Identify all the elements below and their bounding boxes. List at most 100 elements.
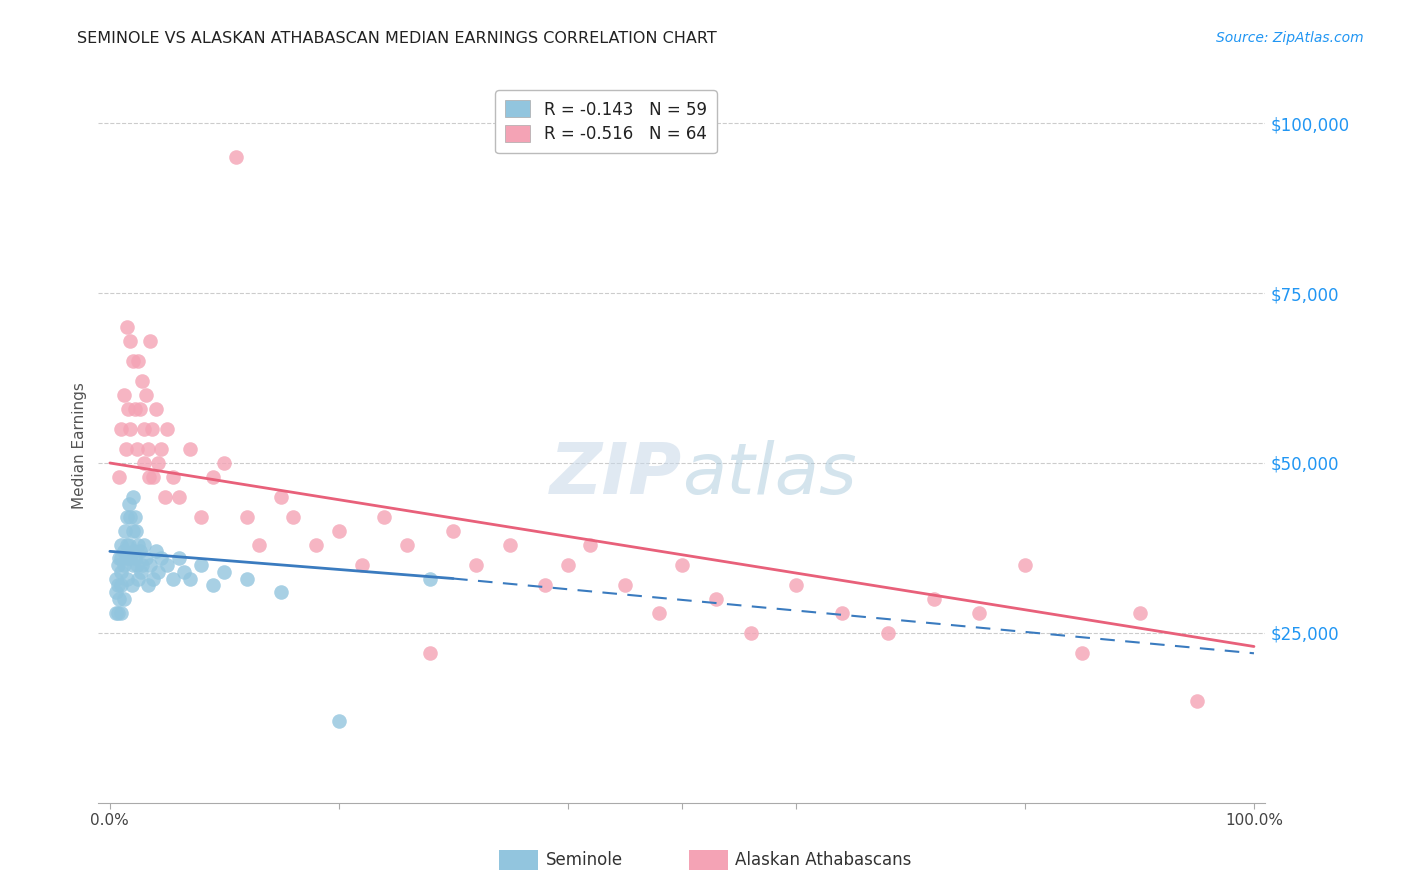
Point (108, 551, 131, 566)
Point (373, 510, 395, 524)
Point (110, 537, 132, 551)
Text: atlas: atlas (682, 440, 856, 509)
Legend: R = -0.143   N = 59, R = -0.516   N = 64: R = -0.143 N = 59, R = -0.516 N = 64 (495, 90, 717, 153)
Point (121, 354, 143, 368)
Point (201, 469, 224, 483)
Point (124, 551, 146, 566)
Point (134, 537, 156, 551)
Point (270, 490, 292, 504)
Point (350, 558, 373, 572)
Point (104, 606, 127, 620)
Text: Source: ZipAtlas.com: Source: ZipAtlas.com (1216, 31, 1364, 45)
Point (247, 537, 270, 551)
Point (125, 524, 148, 538)
Point (156, 558, 179, 572)
Point (328, 714, 350, 729)
Point (127, 537, 149, 551)
Point (201, 578, 224, 592)
Point (236, 510, 259, 524)
Point (108, 469, 131, 483)
Point (127, 442, 149, 457)
Point (121, 490, 143, 504)
Point (441, 524, 464, 538)
Point (533, 578, 555, 592)
Point (167, 490, 190, 504)
Point (1071, 646, 1094, 660)
Point (118, 537, 141, 551)
Point (112, 388, 135, 402)
Point (190, 510, 212, 524)
Point (115, 537, 138, 551)
Point (179, 572, 201, 586)
Point (136, 442, 159, 457)
Point (396, 537, 419, 551)
Point (120, 510, 142, 524)
Point (129, 565, 152, 579)
Point (648, 606, 671, 620)
Point (141, 422, 163, 436)
Point (136, 578, 159, 592)
Point (104, 572, 127, 586)
Point (876, 626, 898, 640)
Point (419, 572, 441, 586)
Point (127, 572, 149, 586)
Point (145, 401, 167, 416)
Point (190, 558, 212, 572)
Point (107, 578, 129, 592)
Point (922, 591, 945, 606)
Point (162, 572, 184, 586)
Point (499, 537, 522, 551)
Point (127, 354, 149, 368)
Point (110, 578, 132, 592)
Point (115, 572, 138, 586)
Point (107, 606, 129, 620)
Point (613, 578, 636, 592)
Point (121, 578, 143, 592)
Point (120, 551, 142, 566)
Point (145, 544, 167, 558)
Point (115, 442, 138, 457)
Point (179, 442, 201, 457)
Point (115, 320, 138, 334)
Point (120, 334, 142, 348)
Point (118, 497, 141, 511)
Point (124, 401, 146, 416)
Point (110, 606, 132, 620)
Point (831, 606, 853, 620)
Point (270, 585, 292, 599)
Point (162, 469, 184, 483)
Point (112, 558, 135, 572)
Point (107, 558, 129, 572)
Point (156, 422, 179, 436)
Point (115, 510, 138, 524)
Point (121, 524, 143, 538)
Point (740, 626, 762, 640)
Point (214, 565, 236, 579)
Point (115, 551, 138, 566)
Point (153, 490, 176, 504)
Point (135, 551, 157, 566)
Point (139, 334, 162, 348)
Point (785, 578, 807, 592)
Point (1185, 694, 1208, 708)
Point (281, 510, 304, 524)
Point (225, 150, 247, 164)
Point (1128, 606, 1150, 620)
Point (135, 388, 157, 402)
Point (142, 572, 165, 586)
Point (419, 646, 441, 660)
Point (150, 551, 173, 566)
Point (114, 524, 136, 538)
Point (173, 565, 195, 579)
Point (557, 558, 579, 572)
Point (704, 591, 727, 606)
Point (328, 524, 350, 538)
Point (146, 565, 169, 579)
Text: Alaskan Athabascans: Alaskan Athabascans (735, 851, 911, 869)
Point (110, 422, 132, 436)
Point (305, 537, 328, 551)
Point (138, 469, 160, 483)
Text: SEMINOLE VS ALASKAN ATHABASCAN MEDIAN EARNINGS CORRELATION CHART: SEMINOLE VS ALASKAN ATHABASCAN MEDIAN EA… (77, 31, 717, 46)
Point (236, 572, 259, 586)
Point (1014, 558, 1036, 572)
